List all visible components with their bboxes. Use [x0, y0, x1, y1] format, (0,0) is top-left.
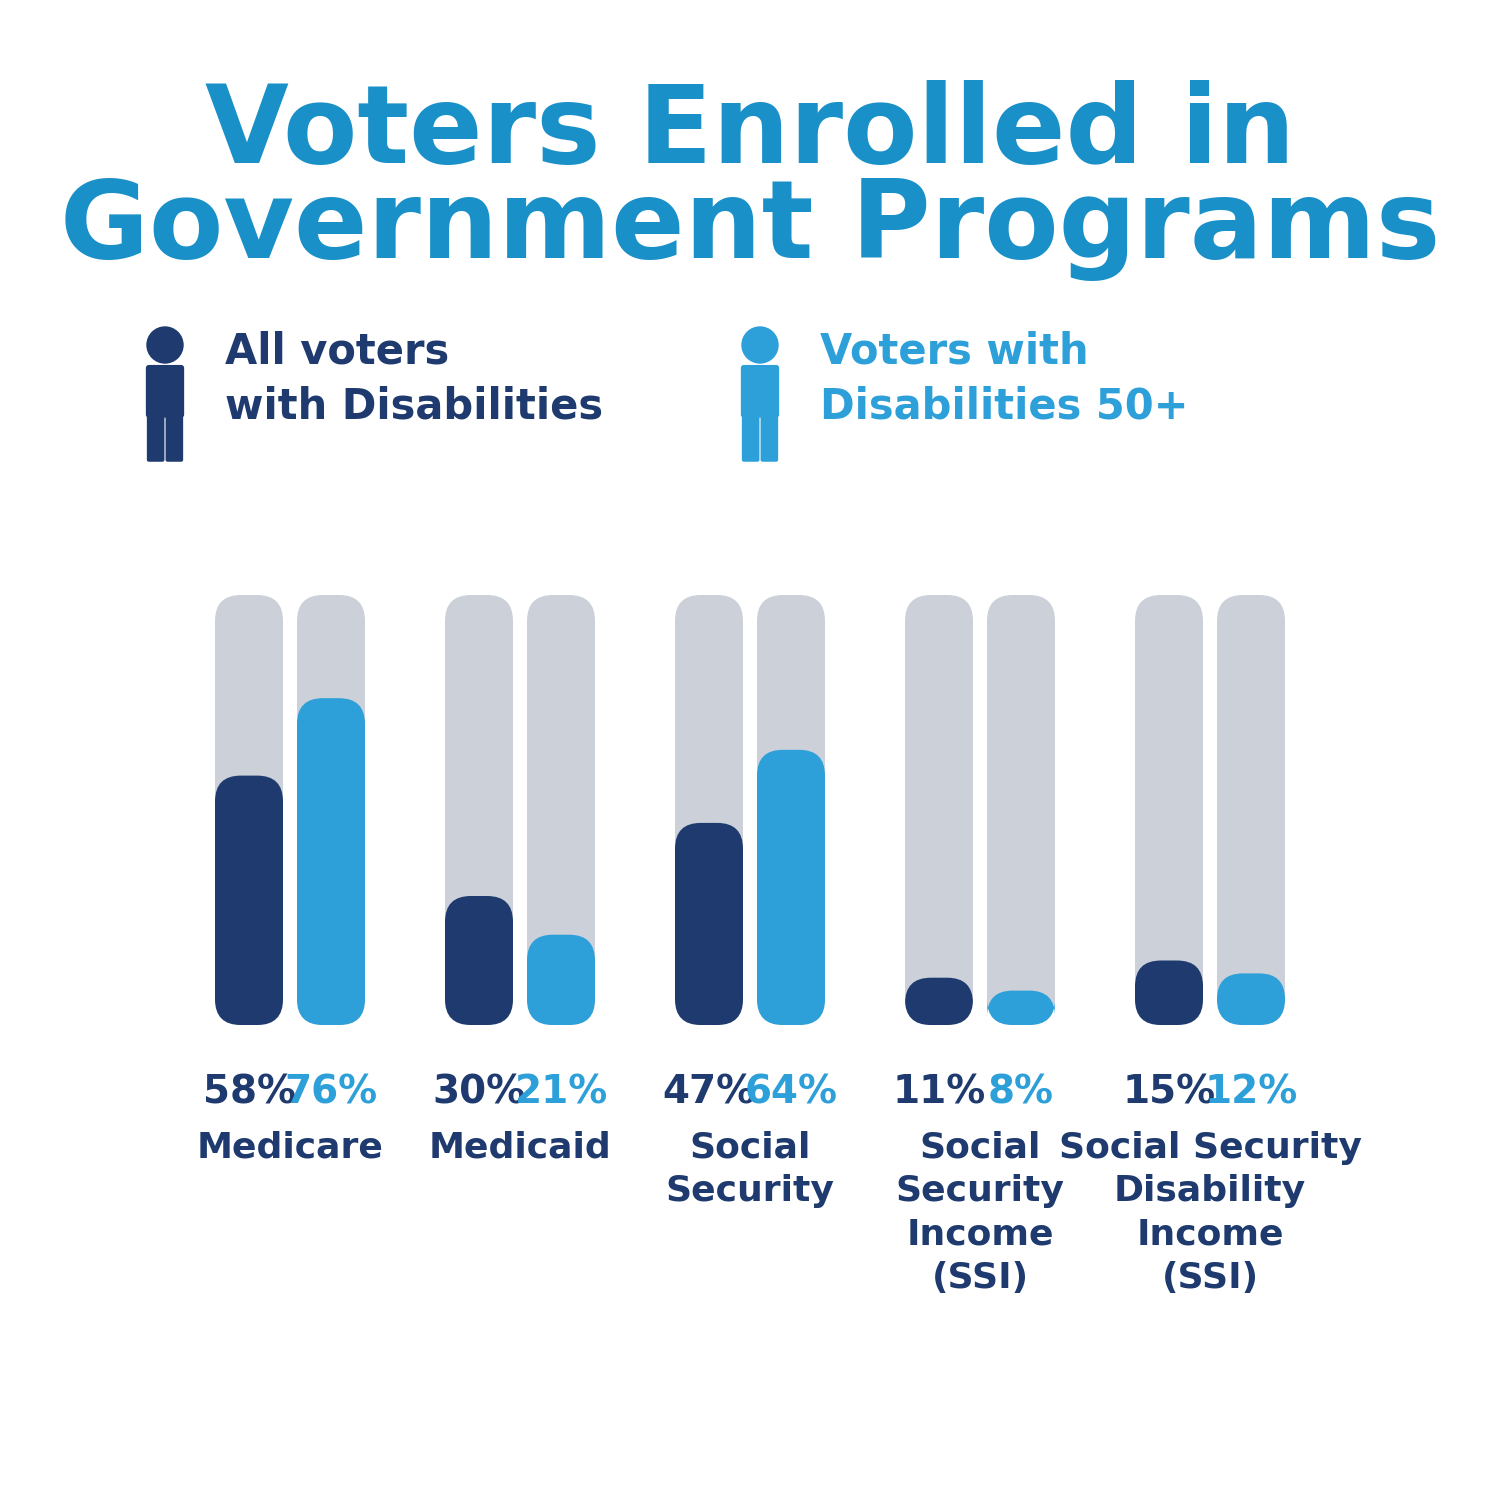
- FancyBboxPatch shape: [214, 776, 284, 1024]
- FancyBboxPatch shape: [1136, 960, 1203, 1024]
- FancyBboxPatch shape: [165, 416, 183, 462]
- FancyBboxPatch shape: [1216, 596, 1286, 1024]
- FancyBboxPatch shape: [675, 596, 742, 1024]
- FancyBboxPatch shape: [987, 990, 1054, 1024]
- Text: Social
Security
Income
(SSI): Social Security Income (SSI): [896, 1131, 1065, 1296]
- Text: Medicaid: Medicaid: [429, 1131, 612, 1166]
- Text: 8%: 8%: [988, 1072, 1054, 1112]
- FancyBboxPatch shape: [446, 596, 513, 1024]
- Text: Government Programs: Government Programs: [60, 176, 1440, 280]
- FancyBboxPatch shape: [742, 416, 759, 462]
- Text: Voters with
Disabilities 50+: Voters with Disabilities 50+: [821, 330, 1188, 427]
- Text: 64%: 64%: [744, 1072, 837, 1112]
- FancyBboxPatch shape: [526, 596, 596, 1024]
- Text: 76%: 76%: [285, 1072, 378, 1112]
- Circle shape: [147, 327, 183, 363]
- FancyBboxPatch shape: [147, 416, 165, 462]
- FancyBboxPatch shape: [741, 364, 778, 417]
- FancyBboxPatch shape: [214, 596, 284, 1024]
- FancyBboxPatch shape: [758, 750, 825, 1024]
- FancyBboxPatch shape: [146, 364, 184, 417]
- FancyBboxPatch shape: [675, 824, 742, 1024]
- FancyBboxPatch shape: [446, 896, 513, 1024]
- FancyBboxPatch shape: [987, 596, 1054, 1024]
- Text: Voters Enrolled in: Voters Enrolled in: [206, 80, 1294, 186]
- Text: 47%: 47%: [663, 1072, 756, 1112]
- Text: 11%: 11%: [892, 1072, 986, 1112]
- FancyBboxPatch shape: [297, 596, 364, 1024]
- FancyBboxPatch shape: [758, 596, 825, 1024]
- Text: 15%: 15%: [1122, 1072, 1215, 1112]
- Text: 58%: 58%: [202, 1072, 296, 1112]
- FancyBboxPatch shape: [1136, 596, 1203, 1024]
- Circle shape: [741, 327, 778, 363]
- Text: 21%: 21%: [514, 1072, 608, 1112]
- FancyBboxPatch shape: [297, 698, 364, 1024]
- FancyBboxPatch shape: [526, 934, 596, 1024]
- FancyBboxPatch shape: [760, 416, 778, 462]
- Text: Medicare: Medicare: [196, 1131, 384, 1166]
- Text: 12%: 12%: [1204, 1072, 1298, 1112]
- FancyBboxPatch shape: [1216, 974, 1286, 1024]
- Text: All voters
with Disabilities: All voters with Disabilities: [225, 330, 603, 427]
- FancyBboxPatch shape: [904, 978, 974, 1024]
- Text: 30%: 30%: [432, 1072, 525, 1112]
- Text: Social Security
Disability
Income
(SSI): Social Security Disability Income (SSI): [1059, 1131, 1362, 1296]
- Text: Social
Security: Social Security: [666, 1131, 834, 1209]
- FancyBboxPatch shape: [904, 596, 974, 1024]
